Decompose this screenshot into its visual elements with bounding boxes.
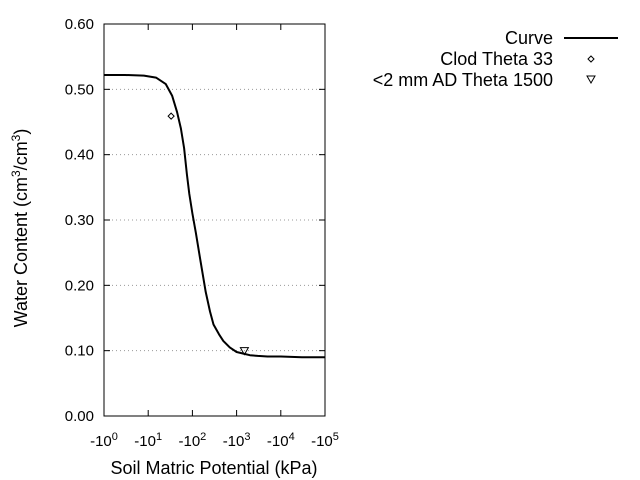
x-tick-label-base: -10: [90, 433, 112, 450]
legend-swatch-diamond-marker: [587, 55, 595, 63]
ad-theta-1500-point: [239, 347, 250, 356]
x-tick-label-exponent: 4: [289, 431, 295, 443]
x-tick-label-exponent: 2: [200, 431, 206, 443]
y-tick-label: 0.20: [65, 277, 94, 294]
x-tick-label: -100: [90, 431, 118, 450]
gridlines: [104, 88, 325, 352]
y-tick-label: 0.10: [65, 343, 94, 360]
x-tick-label-base: -10: [134, 433, 156, 450]
y-axis-title-part3: ): [11, 129, 31, 135]
y-tick-labels: 0.00 0.10 0.20 0.30 0.40 0.50 0.60: [65, 16, 94, 425]
x-tick-label: -103: [223, 431, 251, 450]
point-markers: [167, 112, 250, 356]
curve-line: [104, 74, 325, 359]
legend-label-curve: Curve: [505, 28, 553, 48]
y-tick-label: 0.00: [65, 408, 94, 425]
x-tick-label: -105: [311, 431, 339, 450]
x-axis-title: Soil Matric Potential (kPa): [110, 458, 317, 478]
legend: Curve Clod Theta 33 <2 mm AD Theta 1500: [373, 28, 618, 90]
y-axis-title-sup1: 3: [9, 170, 23, 177]
x-tick-label-exponent: 3: [244, 431, 250, 443]
x-tick-labels: -100 -101 -102 -103 -104 -105: [90, 431, 339, 450]
x-tick-label: -104: [267, 431, 295, 450]
axis-ticks: [103, 23, 326, 417]
y-tick-label: 0.30: [65, 212, 94, 229]
y-tick-label: 0.60: [65, 16, 94, 33]
x-tick-label-exponent: 1: [156, 431, 162, 443]
legend-swatch-triangle-marker: [586, 75, 596, 85]
legend-label-clod-theta-33: Clod Theta 33: [440, 49, 553, 69]
x-tick-label-base: -10: [178, 433, 200, 450]
y-axis-title-part1: Water Content (cm: [11, 177, 31, 327]
x-tick-label-base: -10: [223, 433, 245, 450]
curve-series: [104, 74, 325, 359]
x-tick-label-exponent: 0: [112, 431, 118, 443]
clod-theta-33-point: [167, 112, 175, 120]
x-tick-label-exponent: 5: [333, 431, 339, 443]
y-axis-title-sup2: 3: [9, 134, 23, 141]
legend-label-ad-theta-1500: <2 mm AD Theta 1500: [373, 70, 553, 90]
y-tick-label: 0.50: [65, 81, 94, 98]
y-tick-label: 0.40: [65, 147, 94, 164]
x-tick-label: -102: [178, 431, 206, 450]
x-tick-label: -101: [134, 431, 162, 450]
x-tick-label-base: -10: [267, 433, 289, 450]
y-axis-title-part2: /cm: [11, 141, 31, 170]
y-axis-title: Water Content (cm3/cm3): [9, 129, 31, 328]
x-tick-label-base: -10: [311, 433, 333, 450]
